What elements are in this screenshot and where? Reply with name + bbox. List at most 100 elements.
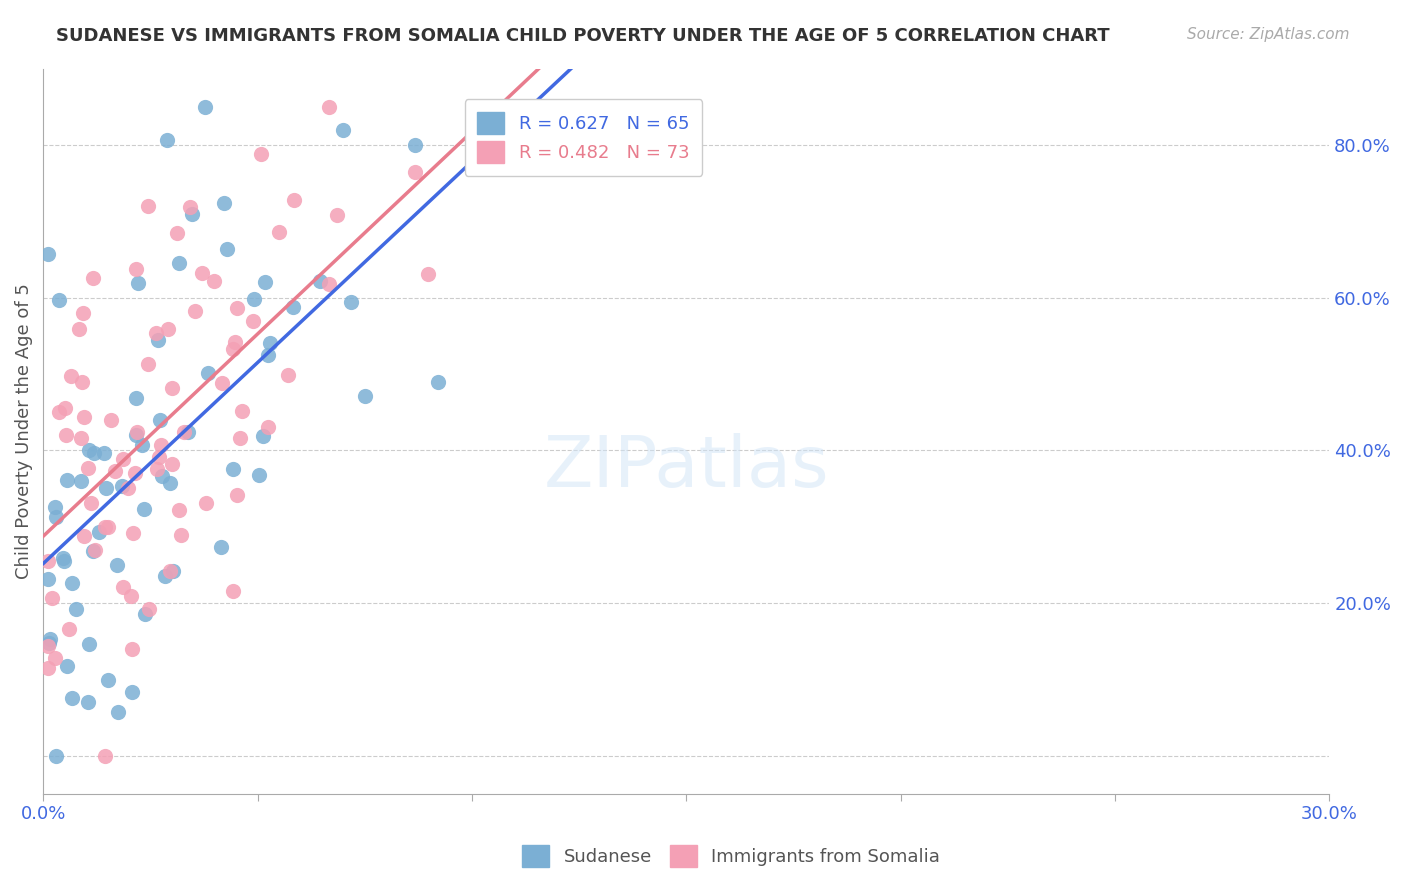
Immigrants from Somalia — [67, 322, 90, 336]
Immigrants from Somalia — [136, 357, 159, 371]
Immigrants from Somalia — [149, 438, 172, 452]
Sudanese — [38, 636, 60, 650]
Immigrants from Somalia — [111, 580, 134, 594]
Sudanese — [93, 446, 115, 460]
Immigrants from Somalia — [76, 461, 98, 475]
Y-axis label: Child Poverty Under the Age of 5: Child Poverty Under the Age of 5 — [15, 283, 32, 579]
Immigrants from Somalia — [221, 583, 243, 598]
Sudanese — [65, 601, 87, 615]
Immigrants from Somalia — [231, 404, 253, 418]
Immigrants from Somalia — [121, 642, 143, 657]
Sudanese — [125, 428, 148, 442]
Immigrants from Somalia — [83, 542, 105, 557]
Immigrants from Somalia — [94, 748, 117, 763]
Text: Source: ZipAtlas.com: Source: ZipAtlas.com — [1187, 27, 1350, 42]
Immigrants from Somalia — [70, 375, 93, 389]
Sudanese — [242, 292, 264, 306]
Sudanese — [52, 551, 75, 566]
Text: SUDANESE VS IMMIGRANTS FROM SOMALIA CHILD POVERTY UNDER THE AGE OF 5 CORRELATION: SUDANESE VS IMMIGRANTS FROM SOMALIA CHIL… — [56, 27, 1109, 45]
Immigrants from Somalia — [146, 462, 169, 476]
Immigrants from Somalia — [136, 199, 159, 213]
Sudanese — [45, 748, 67, 763]
Immigrants from Somalia — [325, 208, 347, 222]
Immigrants from Somalia — [93, 520, 115, 534]
Sudanese — [194, 100, 217, 114]
Immigrants from Somalia — [41, 591, 63, 606]
Sudanese — [252, 429, 274, 443]
Immigrants from Somalia — [80, 496, 103, 510]
Sudanese — [426, 375, 449, 389]
Immigrants from Somalia — [156, 322, 179, 336]
Sudanese — [83, 446, 105, 460]
Sudanese — [53, 554, 76, 568]
Sudanese — [340, 294, 363, 309]
Immigrants from Somalia — [318, 100, 340, 114]
Sudanese — [217, 242, 239, 256]
Immigrants from Somalia — [225, 488, 247, 502]
Immigrants from Somalia — [222, 342, 245, 356]
Immigrants from Somalia — [173, 425, 195, 439]
Sudanese — [48, 293, 70, 308]
Sudanese — [60, 576, 83, 591]
Sudanese — [259, 335, 281, 350]
Immigrants from Somalia — [166, 226, 188, 240]
Sudanese — [111, 478, 134, 492]
Immigrants from Somalia — [283, 194, 305, 208]
Immigrants from Somalia — [104, 464, 127, 478]
Immigrants from Somalia — [195, 496, 218, 510]
Sudanese — [69, 474, 91, 488]
Immigrants from Somalia — [48, 405, 70, 419]
Sudanese — [283, 300, 305, 314]
Sudanese — [127, 276, 149, 290]
Sudanese — [45, 510, 67, 524]
Immigrants from Somalia — [318, 277, 340, 291]
Immigrants from Somalia — [167, 503, 190, 517]
Sudanese — [89, 525, 111, 540]
Sudanese — [38, 632, 60, 647]
Immigrants from Somalia — [124, 466, 146, 480]
Legend: Sudanese, Immigrants from Somalia: Sudanese, Immigrants from Somalia — [515, 838, 948, 874]
Sudanese — [107, 705, 129, 719]
Sudanese — [598, 100, 620, 114]
Sudanese — [56, 473, 79, 487]
Immigrants from Somalia — [211, 376, 233, 390]
Immigrants from Somalia — [229, 431, 252, 445]
Immigrants from Somalia — [267, 225, 290, 239]
Sudanese — [125, 391, 148, 405]
Sudanese — [197, 366, 219, 380]
Immigrants from Somalia — [53, 401, 76, 415]
Immigrants from Somalia — [257, 420, 280, 434]
Immigrants from Somalia — [184, 304, 207, 318]
Immigrants from Somalia — [404, 164, 426, 178]
Immigrants from Somalia — [58, 622, 80, 636]
Immigrants from Somalia — [70, 431, 93, 445]
Sudanese — [162, 564, 184, 578]
Sudanese — [60, 691, 83, 706]
Immigrants from Somalia — [277, 368, 299, 383]
Immigrants from Somalia — [117, 481, 139, 495]
Sudanese — [132, 502, 155, 516]
Sudanese — [159, 476, 181, 491]
Sudanese — [167, 256, 190, 270]
Sudanese — [94, 481, 117, 495]
Immigrants from Somalia — [160, 381, 183, 395]
Immigrants from Somalia — [242, 314, 264, 328]
Sudanese — [222, 462, 245, 476]
Sudanese — [37, 247, 59, 261]
Sudanese — [105, 558, 128, 572]
Immigrants from Somalia — [60, 368, 83, 383]
Immigrants from Somalia — [138, 602, 160, 616]
Immigrants from Somalia — [73, 529, 96, 543]
Immigrants from Somalia — [37, 639, 59, 653]
Immigrants from Somalia — [100, 413, 122, 427]
Immigrants from Somalia — [226, 301, 249, 315]
Sudanese — [257, 348, 280, 362]
Legend: R = 0.627   N = 65, R = 0.482   N = 73: R = 0.627 N = 65, R = 0.482 N = 73 — [465, 99, 702, 176]
Sudanese — [353, 389, 375, 403]
Immigrants from Somalia — [202, 274, 225, 288]
Sudanese — [44, 500, 66, 515]
Immigrants from Somalia — [73, 410, 96, 425]
Immigrants from Somalia — [145, 326, 167, 341]
Sudanese — [404, 137, 426, 152]
Immigrants from Somalia — [160, 457, 183, 471]
